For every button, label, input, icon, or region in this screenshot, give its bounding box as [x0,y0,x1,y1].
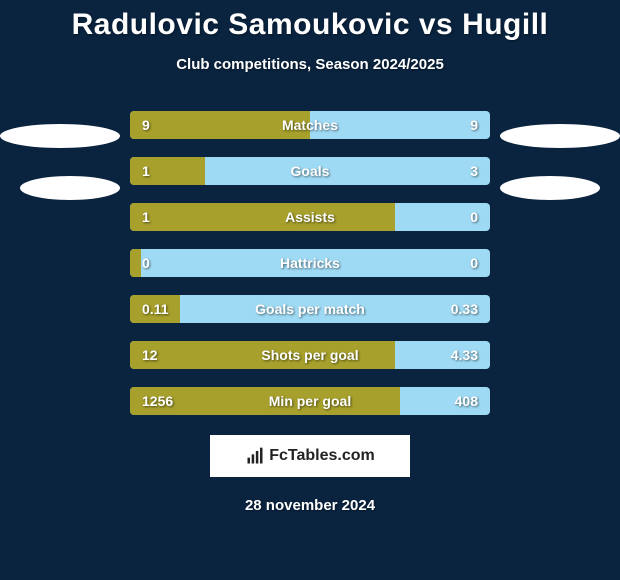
date-text: 28 november 2024 [0,497,620,514]
bars-icon [245,446,265,466]
stat-bar-row: 00Hattricks [130,249,490,277]
comparison-bars: 99Matches 13Goals 10Assists 00Hattricks 0.11… [0,111,620,415]
decorative-ellipse [20,176,120,200]
decorative-ellipse [500,124,620,148]
stat-bar-row: 13Goals [130,157,490,185]
stat-bar-row: 0.110.33Goals per match [130,295,490,323]
stat-bar-row: 10Assists [130,203,490,231]
brand-box: FcTables.com [210,435,410,477]
stat-label: Matches [130,111,490,139]
decorative-ellipse [0,124,120,148]
stat-label: Goals [130,157,490,185]
stat-bar-row: 124.33Shots per goal [130,341,490,369]
stat-bar-row: 1256408Min per goal [130,387,490,415]
stat-label: Hattricks [130,249,490,277]
subtitle: Club competitions, Season 2024/2025 [0,56,620,73]
stat-label: Shots per goal [130,341,490,369]
page-title: Radulovic Samoukovic vs Hugill [0,0,620,42]
stat-label: Assists [130,203,490,231]
brand-text: FcTables.com [269,447,375,465]
stat-label: Goals per match [130,295,490,323]
stat-bar-row: 99Matches [130,111,490,139]
decorative-ellipse [500,176,600,200]
stat-label: Min per goal [130,387,490,415]
